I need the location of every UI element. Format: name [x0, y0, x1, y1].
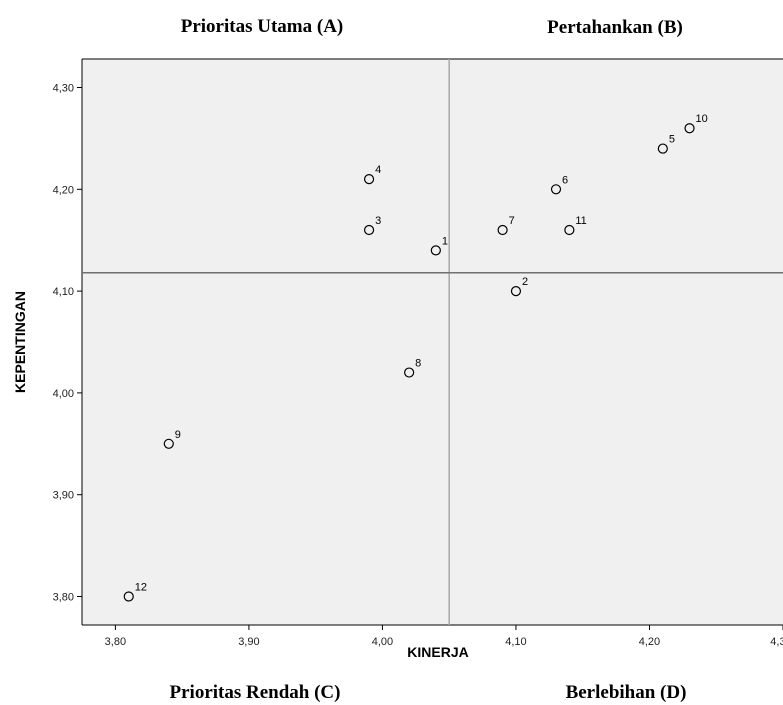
- data-point-label-6: 6: [562, 174, 568, 186]
- y-tick-label: 4,30: [53, 83, 74, 95]
- data-point-label-12: 12: [135, 581, 147, 593]
- x-tick-label: 4,20: [639, 636, 660, 648]
- data-point-label-3: 3: [375, 215, 381, 227]
- y-axis-ticks: 3,80 3,90 4,00 4,10 4,20 4,30: [53, 83, 82, 603]
- quadrant-title-b: Pertahankan (B): [547, 17, 683, 38]
- x-tick-label: 3,80: [105, 636, 126, 648]
- data-point-label-9: 9: [175, 429, 181, 441]
- quadrant-title-d: Berlebihan (D): [566, 682, 687, 703]
- data-point-1: [430, 245, 441, 256]
- plot-background: [82, 59, 783, 625]
- data-point-label-11: 11: [575, 215, 586, 227]
- x-tick-label: 4,00: [372, 636, 393, 648]
- y-axis-title: KEPENTINGAN: [12, 291, 28, 393]
- x-tick-label: 4,30: [770, 636, 783, 648]
- y-tick-label: 4,00: [53, 388, 74, 400]
- data-point-11: [564, 224, 575, 236]
- y-tick-label: 4,10: [53, 286, 74, 298]
- y-tick-label: 3,90: [53, 490, 74, 502]
- data-point-5: [657, 143, 668, 154]
- data-point-label-1: 1: [442, 235, 448, 247]
- x-tick-label: 3,90: [238, 636, 259, 648]
- data-point-9: [163, 438, 174, 449]
- quadrant-title-a: Prioritas Utama (A): [181, 16, 344, 37]
- x-tick-label: 4,10: [505, 636, 526, 648]
- data-point-label-8: 8: [415, 358, 421, 370]
- quadrant-title-c: Prioritas Rendah (C): [170, 682, 341, 703]
- data-point-6: [550, 184, 562, 195]
- data-point-12: [123, 591, 134, 602]
- y-tick-label: 3,80: [53, 591, 74, 603]
- data-point-10: [684, 123, 695, 134]
- data-point-label-10: 10: [696, 113, 708, 125]
- data-point-label-5: 5: [669, 134, 675, 146]
- data-point-label-2: 2: [522, 276, 528, 288]
- data-point-3: [363, 224, 375, 236]
- data-point-2: [510, 286, 522, 297]
- x-axis-ticks: 3,80 3,90 4,00 4,10 4,20 4,30: [105, 625, 783, 648]
- x-axis-title: KINERJA: [407, 644, 468, 660]
- data-point-label-7: 7: [509, 215, 515, 227]
- data-point-4: [363, 174, 375, 185]
- data-point-label-4: 4: [375, 164, 381, 176]
- data-point-8: [404, 367, 415, 378]
- data-point-7: [497, 224, 508, 236]
- y-tick-label: 4,20: [53, 184, 74, 196]
